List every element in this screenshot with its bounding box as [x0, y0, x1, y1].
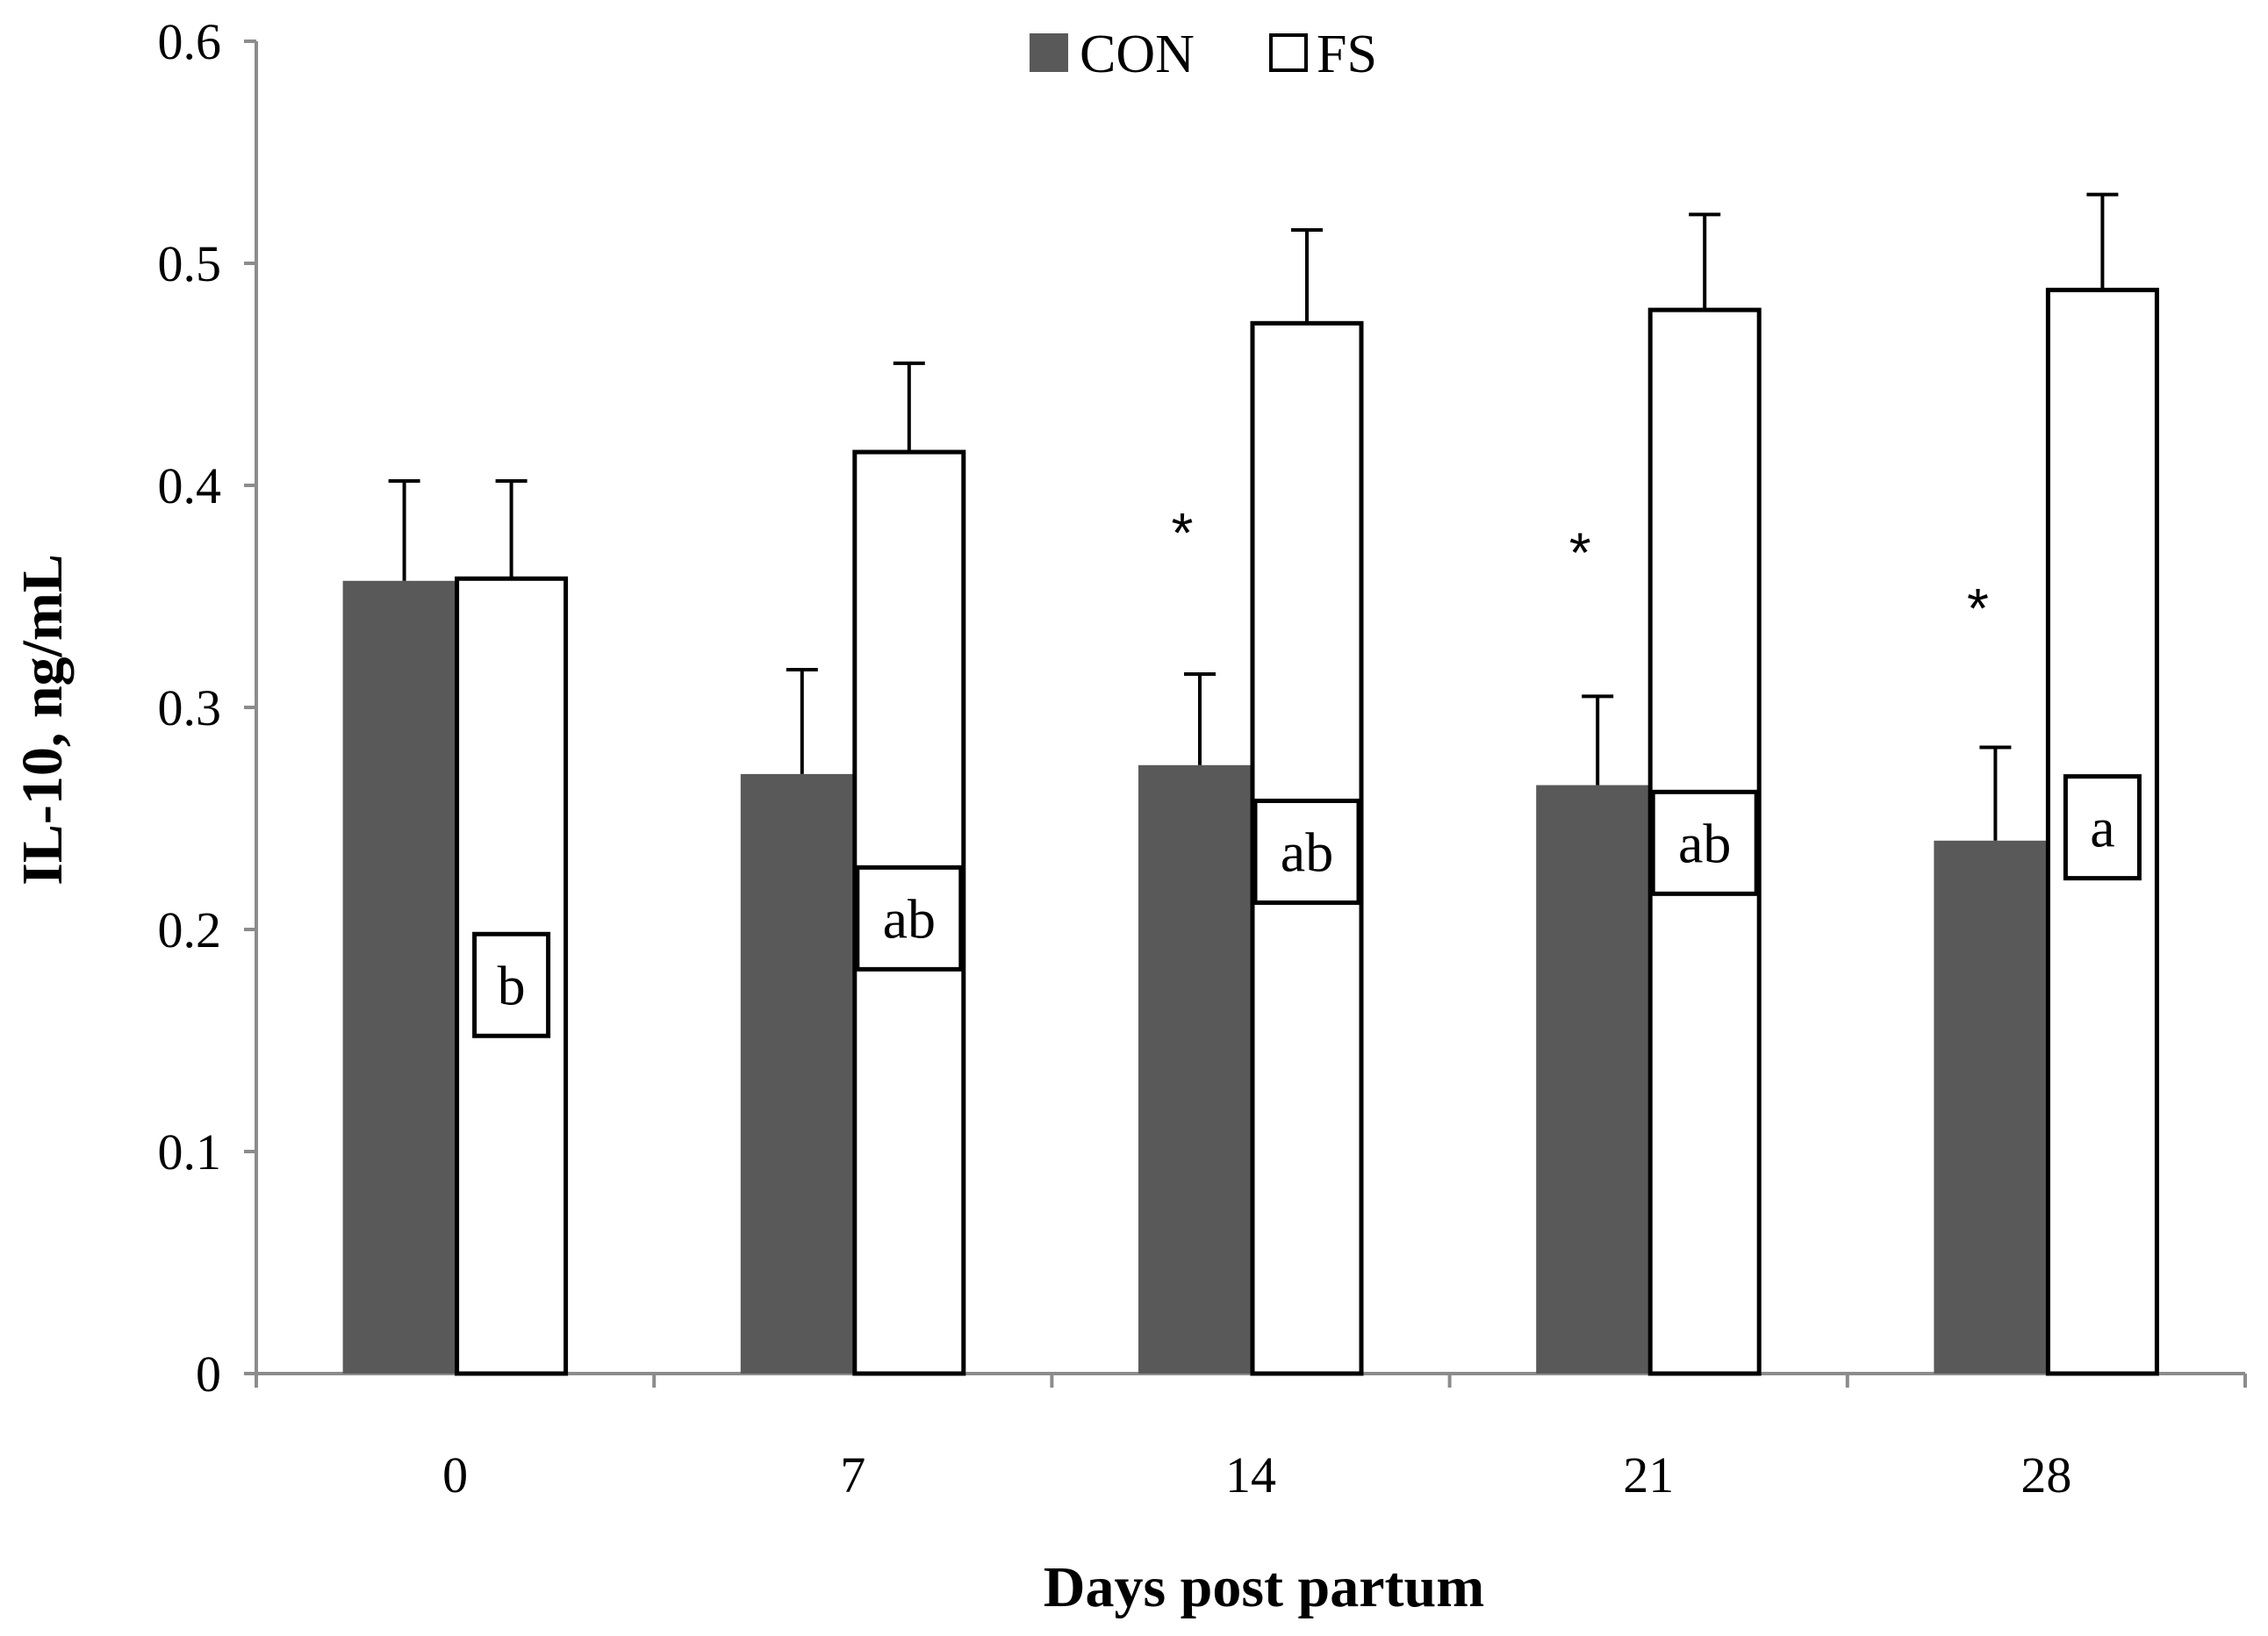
significance-letter-box	[472, 931, 551, 1038]
significance-letter-box	[1650, 789, 1759, 896]
bar-con	[1536, 785, 1649, 1374]
y-tick-label: 0.5	[158, 235, 222, 292]
significance-letter-box	[2063, 774, 2142, 881]
significance-mark: *	[1569, 521, 1591, 585]
bar-con	[1138, 764, 1251, 1374]
legend-label-con: CON	[1080, 25, 1195, 84]
bar-con	[342, 580, 456, 1374]
x-axis-title: Days post partum	[1044, 1555, 1484, 1619]
significance-letter-box	[1252, 798, 1361, 905]
x-tick-label: 28	[2020, 1446, 2071, 1503]
significance-mark: *	[1967, 577, 1989, 640]
bar-con	[740, 773, 853, 1374]
y-tick-label: 0.1	[158, 1123, 222, 1180]
significance-mark: *	[1172, 501, 1194, 564]
y-tick-label: 0	[196, 1345, 221, 1403]
y-tick-label: 0.3	[158, 679, 222, 736]
significance-letter: ab	[1281, 821, 1333, 883]
significance-letter: a	[2090, 797, 2114, 859]
legend-swatch-fs	[1269, 33, 1308, 72]
significance-letter: ab	[883, 887, 936, 950]
significance-letter-box	[855, 865, 964, 972]
x-tick-label: 14	[1225, 1446, 1276, 1503]
significance-letter: b	[498, 954, 526, 1016]
x-tick-label: 21	[1623, 1446, 1674, 1503]
x-tick-label: 7	[840, 1446, 865, 1503]
y-tick-label: 0.2	[158, 901, 222, 958]
y-tick-label: 0.4	[158, 457, 222, 514]
legend-swatch-con	[1030, 33, 1068, 72]
legend: CON FS	[1030, 25, 1377, 84]
bar-con	[1934, 840, 2047, 1374]
y-axis-title: IL-10, ng/mL	[11, 554, 75, 886]
legend-label-fs: FS	[1317, 25, 1377, 84]
x-tick-label: 0	[442, 1446, 468, 1503]
significance-letter: ab	[1678, 812, 1731, 874]
plot-area: 0 0.1 0.2 0.3 0.4 0.5 0.6 0 b 7 ab 14 * ab 21 * ab 28 * a	[158, 13, 2247, 1503]
y-tick-label: 0.6	[158, 13, 222, 70]
